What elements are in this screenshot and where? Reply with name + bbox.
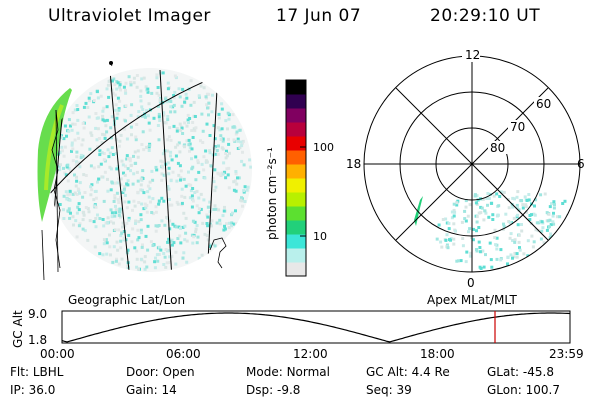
time-tick-2359: 23:59 (549, 347, 584, 361)
status-glat: GLat: -45.8 (487, 365, 554, 379)
status-flt: Flt: LBHL (10, 365, 64, 379)
polar-plot: 12 18 6 0 60 70 80 (346, 48, 585, 290)
altitude-tick-9: 9.0 (28, 307, 47, 321)
mlat-label-80: 80 (490, 141, 505, 155)
geographic-caption: Geographic Lat/Lon (68, 293, 185, 307)
status-gain: Gain: 14 (126, 383, 177, 397)
status-door: Door: Open (126, 365, 195, 379)
time-label: 20:29:10 UT (430, 6, 541, 26)
altitude-ylabel: GC Alt (11, 310, 25, 348)
date-label: 17 Jun 07 (276, 6, 362, 26)
mlat-label-60: 60 (536, 97, 551, 111)
instrument-title: Ultraviolet Imager (48, 6, 211, 26)
geographic-image (37, 61, 252, 281)
mlt-label-12: 12 (465, 48, 480, 62)
status-ip: IP: 36.0 (10, 383, 55, 397)
polar-aurora-patch (414, 196, 423, 226)
time-tick-0600: 06:00 (166, 347, 201, 361)
mlt-label-6: 6 (577, 157, 585, 171)
time-tick-1200: 12:00 (293, 347, 328, 361)
mlt-label-18: 18 (346, 157, 361, 171)
colorbar-tick-10: 10 (313, 230, 327, 243)
altitude-plot: GC Alt 9.0 1.8 00:00 06:00 12:00 18:00 2… (11, 307, 584, 361)
status-seq: Seq: 39 (366, 383, 412, 397)
polar-caption: Apex MLat/MLT (427, 293, 517, 307)
altitude-tick-1-8: 1.8 (28, 333, 47, 347)
status-gc-alt: GC Alt: 4.4 Re (366, 365, 450, 379)
status-glon: GLon: 100.7 (487, 383, 560, 397)
intensity-colorbar: 100 10 photon cm⁻²s⁻¹ (265, 79, 334, 277)
status-panel: Flt: LBHL Door: Open Mode: Normal GC Alt… (10, 365, 560, 397)
colorbar-unit-label: photon cm⁻²s⁻¹ (265, 147, 279, 240)
status-dsp: Dsp: -9.8 (246, 383, 300, 397)
time-tick-1800: 18:00 (420, 347, 455, 361)
mlt-label-0: 0 (467, 276, 475, 290)
status-mode: Mode: Normal (246, 365, 330, 379)
colorbar-tick-100: 100 (313, 141, 334, 154)
mlat-label-70: 70 (510, 120, 525, 134)
time-tick-0000: 00:00 (40, 347, 75, 361)
